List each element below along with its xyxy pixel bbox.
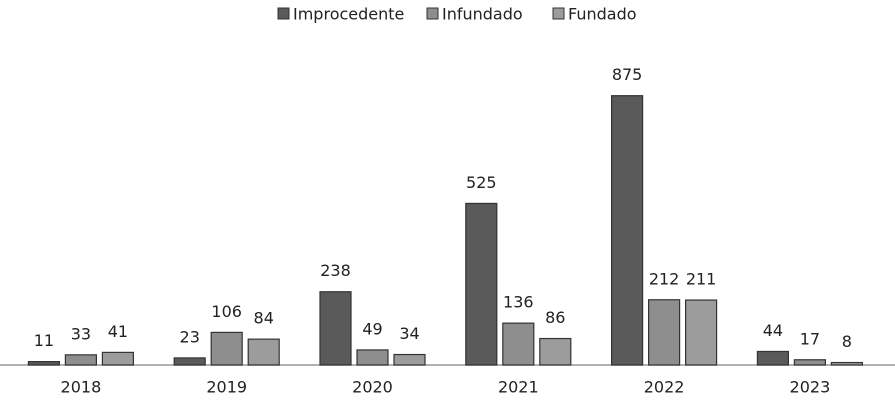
data-label: 33 [71,324,91,343]
bar [27,361,60,366]
bar [210,331,243,366]
data-label: 212 [649,269,680,288]
data-label: 41 [108,322,128,341]
x-tick-label: 2019 [206,378,247,397]
bar [173,357,206,366]
x-tick-label: 2022 [644,378,685,397]
data-label: 238 [320,261,351,280]
data-label: 84 [254,309,274,328]
legend-label: Improcedente [293,5,404,24]
legend-label: Infundado [442,5,523,24]
bar [319,291,352,366]
legend-label: Fundado [568,5,637,24]
bar [756,350,790,366]
data-label: 136 [503,293,534,312]
data-label: 34 [399,324,419,343]
bar [793,359,827,366]
bar [465,202,498,366]
data-label: 211 [686,270,717,289]
bar [539,337,572,366]
bar [356,349,389,366]
data-label: 86 [545,308,565,327]
bar [64,354,98,366]
bar [610,95,644,366]
data-label: 23 [180,327,200,346]
x-tick-label: 2023 [790,378,831,397]
bar [247,338,280,366]
bar [101,351,135,366]
data-label: 17 [800,329,820,348]
legend-swatch [552,7,565,20]
data-label: 49 [362,319,382,338]
data-label: 44 [763,321,783,340]
legend-swatch [277,7,290,20]
bar [647,299,681,366]
bar [393,353,426,366]
data-label: 106 [211,302,242,321]
data-label: 875 [612,65,643,84]
bar [684,299,718,366]
x-tick-label: 2018 [61,378,102,397]
bar [502,322,535,366]
data-label: 11 [34,331,54,350]
data-label: 8 [842,332,852,351]
legend-swatch [426,7,439,20]
data-label: 525 [466,173,497,192]
bar [830,361,864,366]
x-tick-label: 2021 [498,378,539,397]
x-tick-label: 2020 [352,378,393,397]
